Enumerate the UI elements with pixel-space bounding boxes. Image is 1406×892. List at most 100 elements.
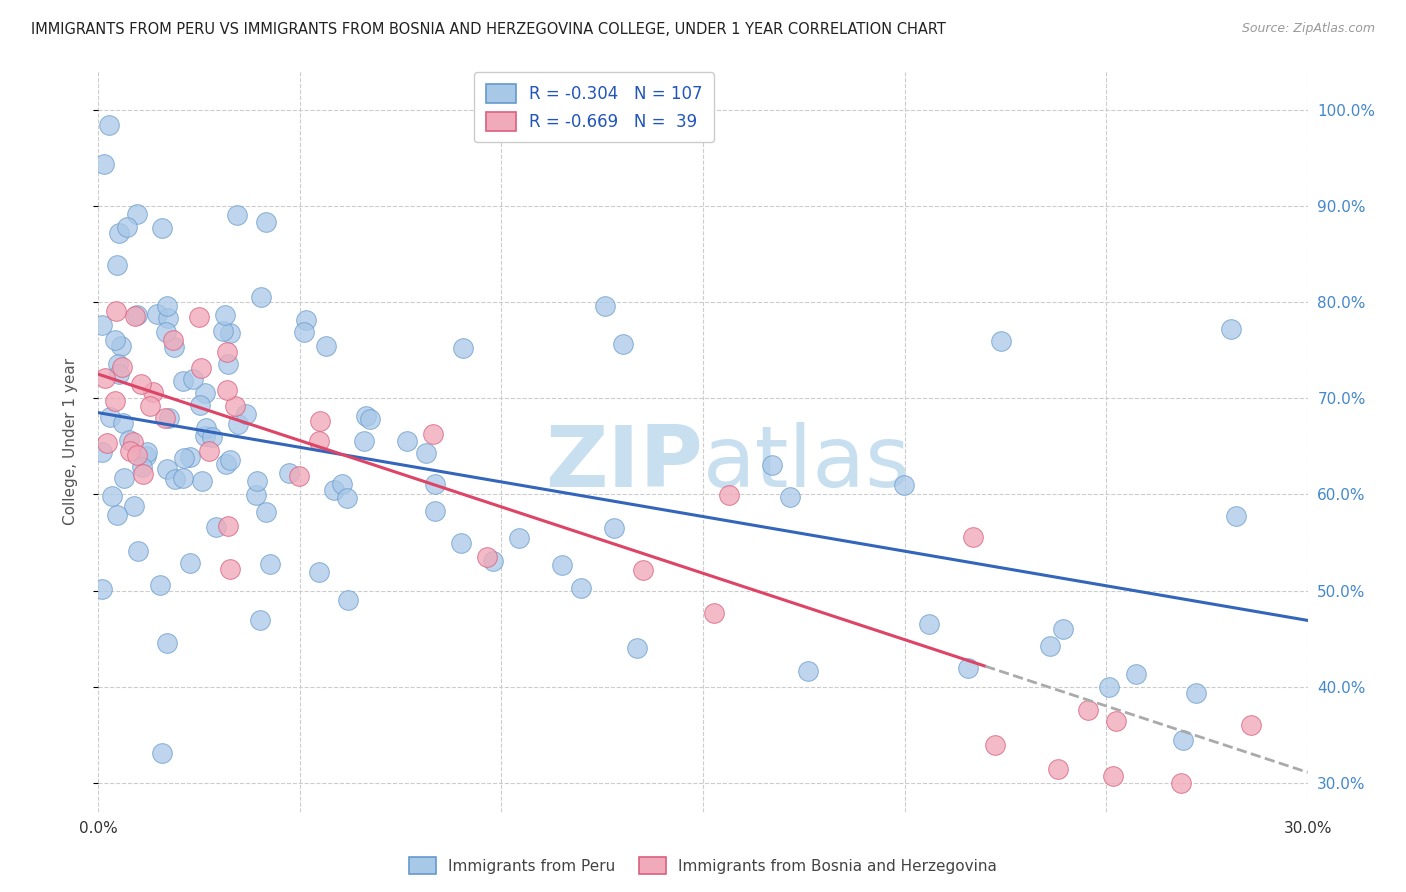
Point [288, 469, 311, 483]
Point [97, 119, 120, 133]
Point [125, 207, 148, 221]
Point [1170, 776, 1192, 790]
Point [796, 664, 818, 678]
Point [115, 220, 138, 235]
Point [157, 311, 180, 326]
Point [990, 334, 1012, 349]
Text: ZIP: ZIP [546, 422, 703, 505]
Point [124, 310, 146, 324]
Point [149, 577, 172, 591]
Point [1102, 768, 1125, 782]
Point [108, 367, 131, 381]
Point [893, 478, 915, 492]
Point [603, 521, 626, 535]
Point [214, 308, 236, 322]
Point [308, 565, 330, 579]
Point [93, 157, 115, 171]
Point [245, 488, 267, 502]
Point [551, 558, 574, 573]
Point [135, 449, 157, 463]
Point [219, 326, 242, 340]
Point [179, 556, 201, 570]
Point [308, 414, 330, 428]
Point [218, 452, 240, 467]
Point [254, 505, 277, 519]
Point [172, 471, 194, 485]
Point [104, 333, 127, 347]
Point [1240, 717, 1263, 731]
Point [108, 226, 131, 240]
Point [508, 531, 530, 545]
Point [631, 563, 654, 577]
Point [292, 325, 315, 339]
Point [127, 544, 149, 558]
Point [136, 445, 159, 459]
Point [110, 339, 132, 353]
Point [201, 430, 224, 444]
Point [91, 318, 114, 333]
Point [96, 436, 118, 450]
Point [153, 411, 176, 425]
Point [122, 499, 145, 513]
Point [481, 554, 503, 568]
Point [156, 636, 179, 650]
Point [139, 399, 162, 413]
Point [450, 536, 472, 550]
Point [917, 617, 939, 632]
Text: Source: ZipAtlas.com: Source: ZipAtlas.com [1241, 22, 1375, 36]
Point [117, 433, 139, 447]
Point [105, 303, 128, 318]
Point [194, 429, 217, 443]
Point [187, 310, 209, 325]
Point [91, 445, 114, 459]
Point [1047, 762, 1070, 776]
Point [294, 313, 316, 327]
Point [162, 333, 184, 347]
Point [163, 472, 186, 486]
Point [98, 409, 121, 424]
Point [111, 360, 134, 375]
Point [112, 471, 135, 485]
Point [195, 421, 218, 435]
Point [330, 476, 353, 491]
Point [212, 324, 235, 338]
Point [217, 518, 239, 533]
Point [156, 462, 179, 476]
Point [188, 398, 211, 412]
Point [215, 457, 238, 471]
Point [983, 738, 1005, 752]
Point [703, 607, 725, 621]
Point [101, 489, 124, 503]
Point [612, 337, 634, 351]
Point [156, 299, 179, 313]
Point [198, 443, 221, 458]
Point [218, 562, 240, 576]
Point [1184, 685, 1206, 699]
Point [112, 416, 135, 430]
Point [131, 459, 153, 474]
Point [336, 491, 359, 505]
Text: atlas: atlas [703, 422, 911, 505]
Point [1098, 680, 1121, 694]
Point [224, 399, 246, 413]
Legend: R = -0.304   N = 107, R = -0.669   N =  39: R = -0.304 N = 107, R = -0.669 N = 39 [474, 72, 714, 143]
Point [249, 290, 271, 304]
Y-axis label: College, Under 1 year: College, Under 1 year [63, 358, 77, 525]
Point [254, 215, 277, 229]
Point [962, 530, 984, 544]
Point [593, 299, 616, 313]
Point [104, 393, 127, 408]
Point [323, 483, 346, 497]
Point [1125, 666, 1147, 681]
Point [235, 408, 257, 422]
Point [146, 307, 169, 321]
Point [91, 582, 114, 596]
Point [107, 357, 129, 371]
Point [105, 258, 128, 272]
Point [569, 581, 592, 595]
Point [194, 386, 217, 401]
Point [122, 434, 145, 449]
Point [217, 357, 239, 371]
Point [179, 450, 201, 464]
Point [226, 417, 249, 432]
